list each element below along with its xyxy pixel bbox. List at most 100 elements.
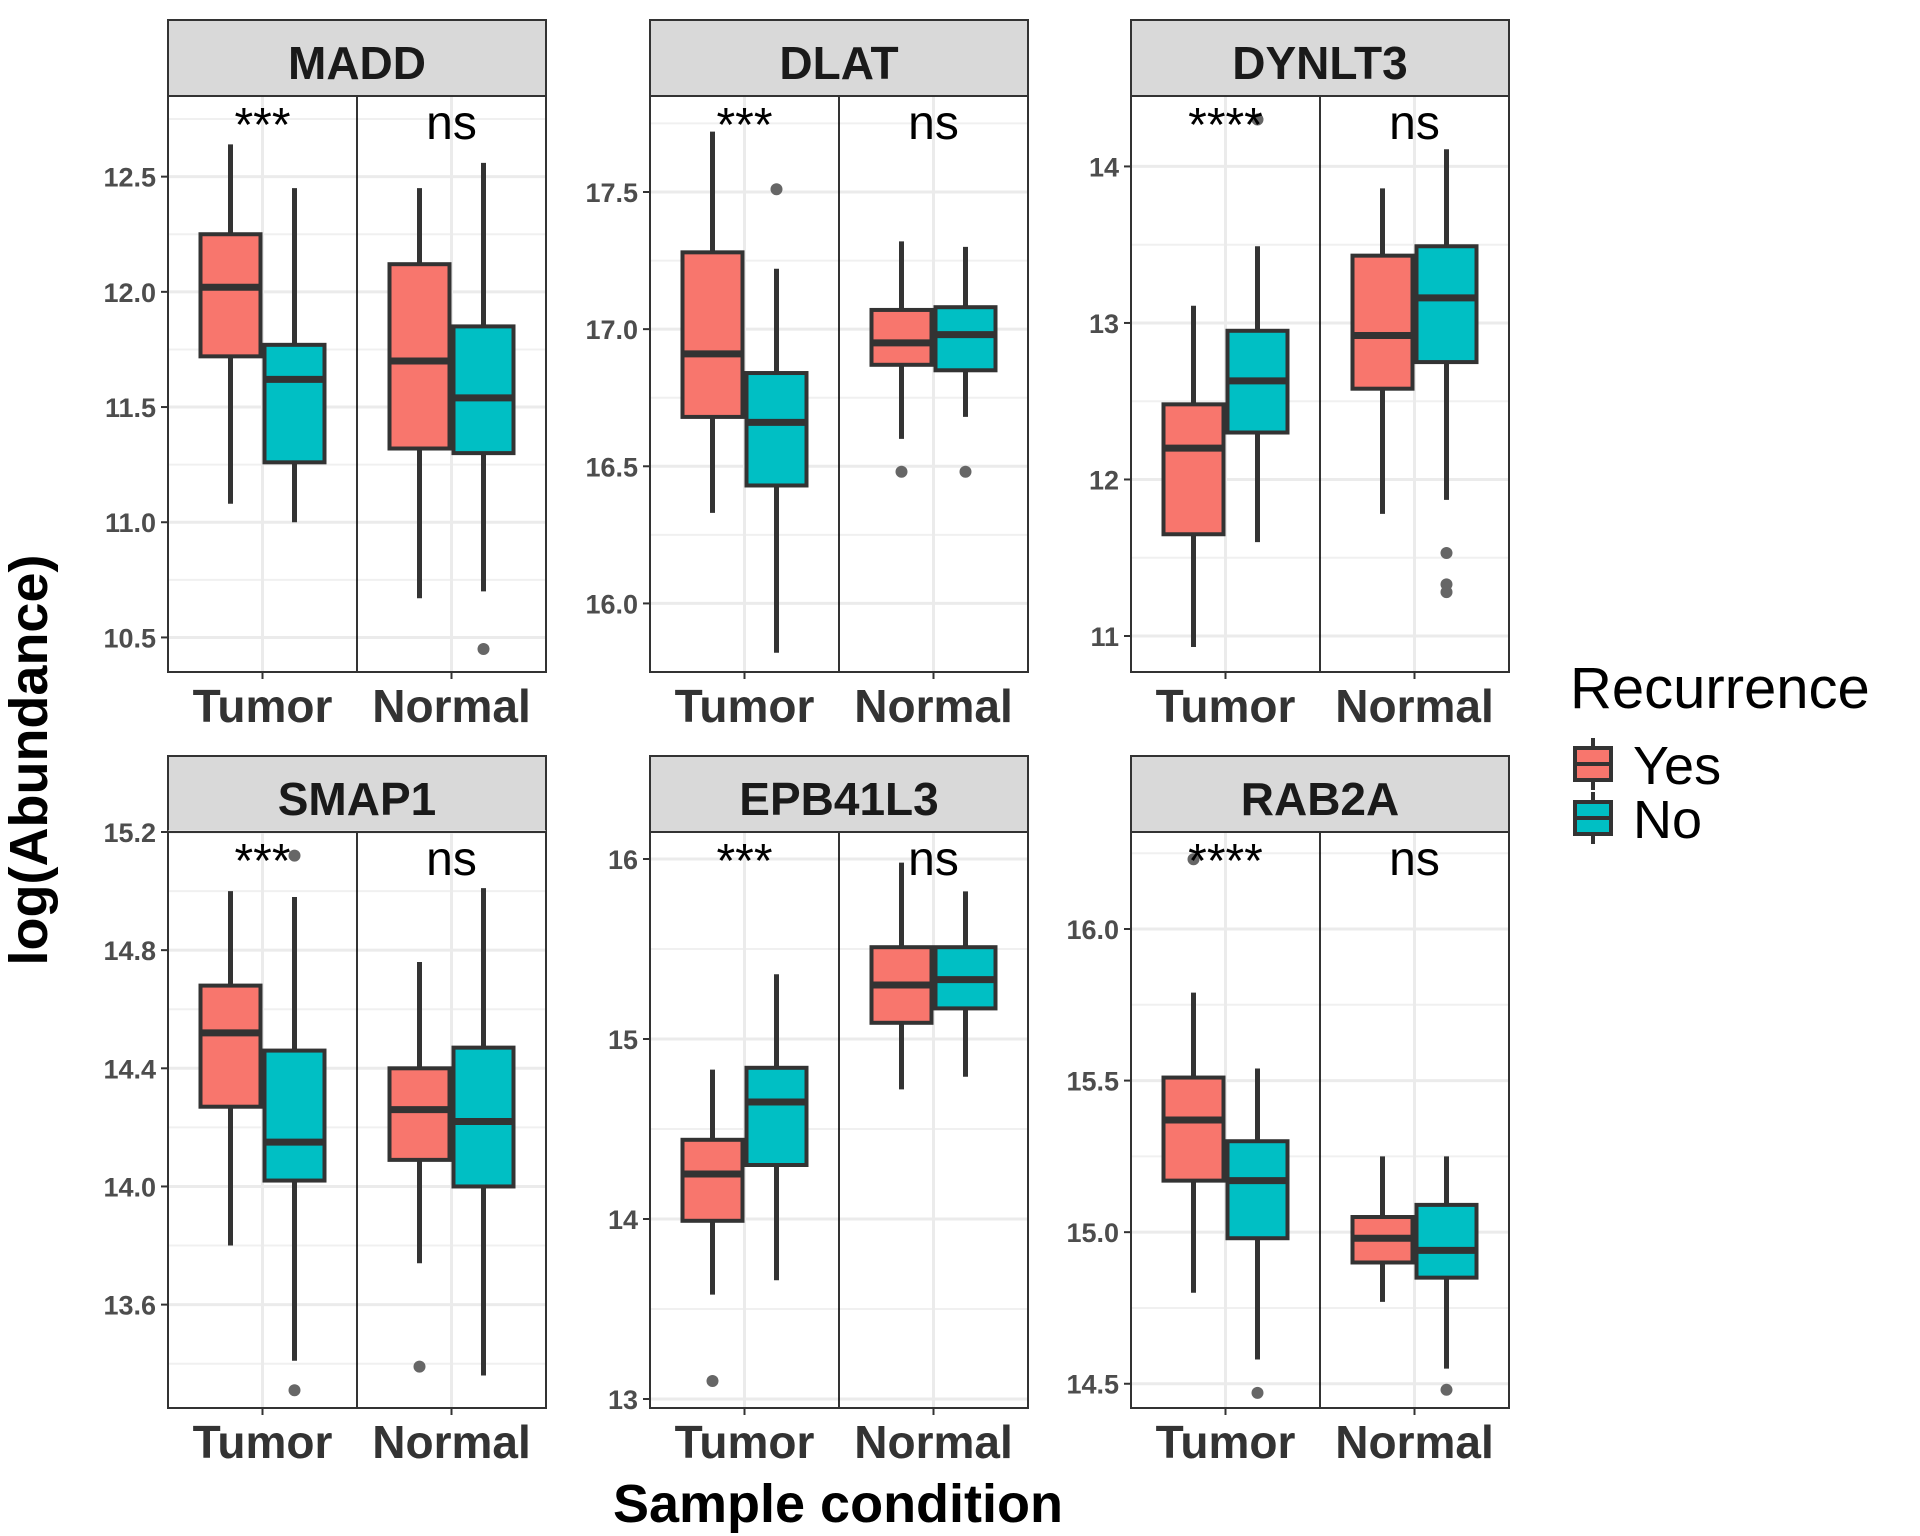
- x-axis-title: Sample condition: [613, 1474, 1063, 1534]
- panel-madd-significance-normal: ns: [426, 97, 477, 150]
- panel-smap1-ytick-label: 14.0: [103, 1172, 156, 1202]
- panel-dlat-tumor-no-box: [744, 183, 809, 653]
- legend-label-no: No: [1633, 790, 1702, 850]
- panel-smap1-strip: [167, 755, 547, 833]
- facet-panels: MADD 10.5 11.0 11.5 12.0 12.5 Tumor Normal *** ns…: [103, 19, 1510, 1468]
- legend-entry-yes: Yes: [1573, 736, 1721, 796]
- panel-dynlt3-tumor-no-outlier: [1251, 113, 1264, 126]
- panel-dynlt3-normal-no-box: [1414, 149, 1479, 599]
- panel-dynlt3-significance-normal: ns: [1389, 97, 1440, 150]
- panel-rab2a-tumor-yes-box: [1161, 853, 1226, 1293]
- panel-dynlt3-border: [1130, 95, 1510, 673]
- panel-dlat-tumor-no-iqr: [744, 371, 809, 488]
- panel-madd-border: [167, 95, 547, 673]
- panel-rab2a-strip: [1130, 755, 1510, 833]
- panel-epb41l3-significance-tumor: ***: [716, 835, 772, 888]
- panel-smap1-normal-yes-outlier: [413, 1360, 426, 1373]
- y-axis-title: log(Abundance): [0, 555, 59, 966]
- panel-rab2a-border: [1130, 831, 1510, 1409]
- panel-rab2a-significance-normal: ns: [1389, 833, 1440, 886]
- panel-smap1-border: [167, 831, 547, 1409]
- panel-rab2a-xtick-label-normal: Normal: [1335, 1416, 1493, 1468]
- panel-madd-tumor-no-box: [262, 188, 327, 523]
- panel-dynlt3-ytick-label: 11: [1090, 622, 1119, 652]
- panel-smap1-ytick-label: 14.8: [103, 936, 156, 966]
- panel-rab2a-ytick-label: 14.5: [1066, 1370, 1119, 1400]
- panel-rab2a-normal-no-box: [1414, 1156, 1479, 1396]
- panel-dlat-ytick-label: 16.0: [585, 589, 638, 619]
- panel-smap1-normal-yes-box: [387, 961, 452, 1373]
- panel-dynlt3-normal-yes-box: [1350, 188, 1415, 514]
- panel-epb41l3-tumor-yes-outlier: [706, 1375, 719, 1387]
- panel-dynlt3-normal-yes-iqr: [1350, 253, 1415, 391]
- panel-dynlt3-significance-tumor: ****: [1188, 99, 1263, 152]
- panel-epb41l3-ytick-label: 16: [608, 845, 638, 875]
- panel-smap1-normal-no-iqr: [451, 1045, 516, 1189]
- panel-epb41l3-tumor-yes-box: [680, 1069, 745, 1387]
- panel-dlat-ytick-label: 17.5: [585, 178, 638, 208]
- panel-smap1-significance-tumor: ***: [234, 835, 290, 888]
- panel-dlat-normal-no-outlier: [959, 465, 972, 478]
- panel-madd-tumor-yes-iqr: [198, 232, 263, 359]
- panel-madd-ytick-label: 11.5: [105, 393, 156, 423]
- panel-rab2a-normal-yes-box: [1350, 1156, 1415, 1302]
- panel-dlat-normal-yes-outlier: [895, 465, 908, 478]
- panel-madd-normal-no-box: [451, 162, 516, 655]
- panel-smap1-tumor-no-iqr: [262, 1048, 327, 1183]
- panel-smap1-strip-title: SMAP1: [278, 773, 436, 825]
- panel-epb41l3-xtick-label-tumor: Tumor: [675, 1416, 815, 1468]
- panel-smap1: SMAP1 13.6 14.0 14.4 14.8 15.2 Tumor Normal *** n…: [103, 755, 547, 1468]
- panel-madd-strip: [167, 19, 547, 97]
- panel-madd-tumor-no-iqr: [262, 342, 327, 465]
- panel-dynlt3-tumor-no-box: [1225, 113, 1290, 543]
- panel-epb41l3-normal-no-box: [933, 891, 998, 1077]
- panel-dlat-normal-yes-iqr: [869, 307, 934, 367]
- panel-dlat: DLAT 16.0 16.5 17.0 17.5 Tumor Normal *** ns: [585, 19, 1029, 732]
- panel-dlat-normal-yes-box: [869, 241, 934, 478]
- panel-smap1-tumor-no-box: [262, 849, 327, 1397]
- panel-dynlt3-xtick-label-normal: Normal: [1335, 680, 1493, 732]
- panel-rab2a-tumor-no-iqr: [1225, 1139, 1290, 1241]
- panel-smap1-xtick-label-normal: Normal: [372, 1416, 530, 1468]
- panel-rab2a-tumor-yes-iqr: [1161, 1075, 1226, 1183]
- panel-dlat-ytick-label: 17.0: [585, 315, 638, 345]
- panel-dlat-normal-no-box: [933, 246, 998, 478]
- legend-entry-no: No: [1573, 790, 1702, 850]
- panel-epb41l3-ytick-label: 13: [608, 1385, 638, 1415]
- panel-dlat-xtick-label-tumor: Tumor: [675, 680, 815, 732]
- panel-dlat-strip-title: DLAT: [779, 37, 898, 89]
- panel-rab2a-strip-title: RAB2A: [1241, 773, 1399, 825]
- panel-dynlt3-normal-no-outlier: [1440, 547, 1453, 560]
- panel-smap1-ytick-label: 13.6: [103, 1291, 156, 1321]
- panel-epb41l3-significance-normal: ns: [908, 833, 959, 886]
- panel-rab2a-ytick-label: 15.5: [1066, 1067, 1119, 1097]
- legend-label-yes: Yes: [1633, 736, 1721, 796]
- panel-dynlt3-tumor-yes-box: [1161, 305, 1226, 647]
- panel-smap1-xtick-label-tumor: Tumor: [193, 1416, 333, 1468]
- panel-smap1-normal-yes-iqr: [387, 1066, 452, 1162]
- panel-dlat-significance-tumor: ***: [716, 99, 772, 152]
- panel-dynlt3-tumor-yes-iqr: [1161, 402, 1226, 537]
- panel-rab2a-normal-no-outlier: [1440, 1383, 1453, 1396]
- legend-title: Recurrence: [1570, 656, 1870, 721]
- panel-smap1-tumor-yes-iqr: [198, 983, 263, 1109]
- panel-dynlt3-ytick-label: 14: [1089, 152, 1119, 182]
- panel-rab2a: RAB2A 14.5 15.0 15.5 16.0 Tumor Normal **** ns: [1066, 755, 1510, 1468]
- panel-madd-normal-yes-box: [387, 188, 452, 599]
- panel-madd-tumor-yes-box: [198, 144, 263, 504]
- panel-epb41l3-border: [649, 831, 1029, 1409]
- panel-dynlt3-ytick-label: 12: [1089, 465, 1119, 495]
- panel-dlat-significance-normal: ns: [908, 97, 959, 150]
- panel-madd-normal-no-outlier: [477, 642, 490, 655]
- panel-madd-xtick-label-tumor: Tumor: [193, 680, 333, 732]
- panel-rab2a-xtick-label-tumor: Tumor: [1156, 1416, 1296, 1468]
- panel-epb41l3: EPB41L3 13 14 15 16 Tumor Normal *** ns: [608, 755, 1029, 1468]
- panel-epb41l3-tumor-no-iqr: [744, 1065, 809, 1168]
- panel-dlat-tumor-yes-iqr: [680, 250, 745, 419]
- panel-rab2a-ytick-label: 15.0: [1066, 1218, 1119, 1248]
- panel-rab2a-tumor-no-outlier: [1251, 1386, 1264, 1399]
- panel-smap1-significance-normal: ns: [426, 833, 477, 886]
- legend: Recurrence Yes No: [1570, 656, 1870, 850]
- panel-epb41l3-tumor-yes-iqr: [680, 1137, 745, 1223]
